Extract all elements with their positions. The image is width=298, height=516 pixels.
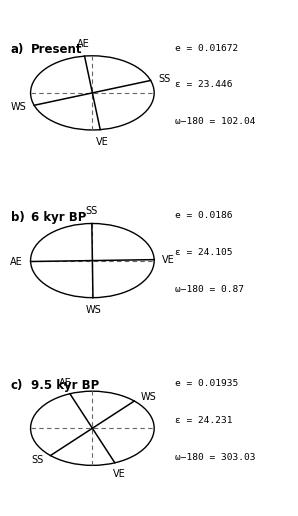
Text: Present: Present	[31, 43, 82, 56]
Text: AE: AE	[77, 39, 89, 49]
Text: AE: AE	[10, 256, 23, 267]
Text: SS: SS	[86, 206, 98, 216]
Text: VE: VE	[162, 254, 175, 265]
Text: ε = 24.231: ε = 24.231	[175, 416, 233, 425]
Text: c): c)	[11, 379, 23, 392]
Text: 6 kyr BP: 6 kyr BP	[31, 211, 86, 224]
Text: AE: AE	[59, 378, 72, 388]
Text: b): b)	[11, 211, 24, 224]
Text: SS: SS	[159, 74, 171, 84]
Text: ω−180 = 303.03: ω−180 = 303.03	[175, 453, 256, 462]
Text: WS: WS	[141, 392, 157, 402]
Text: e = 0.01672: e = 0.01672	[175, 43, 239, 53]
Text: e = 0.01935: e = 0.01935	[175, 379, 239, 388]
Text: WS: WS	[85, 305, 101, 315]
Text: e = 0.0186: e = 0.0186	[175, 211, 233, 220]
Text: VE: VE	[113, 469, 125, 479]
Text: a): a)	[11, 43, 24, 56]
Text: ω−180 = 102.04: ω−180 = 102.04	[175, 117, 256, 126]
Text: 9.5 kyr BP: 9.5 kyr BP	[31, 379, 99, 392]
Text: SS: SS	[32, 455, 44, 464]
Text: ε = 24.105: ε = 24.105	[175, 248, 233, 257]
Text: ω−180 = 0.87: ω−180 = 0.87	[175, 285, 244, 294]
Text: VE: VE	[96, 137, 108, 147]
Text: WS: WS	[10, 102, 26, 112]
Text: ε = 23.446: ε = 23.446	[175, 80, 233, 89]
